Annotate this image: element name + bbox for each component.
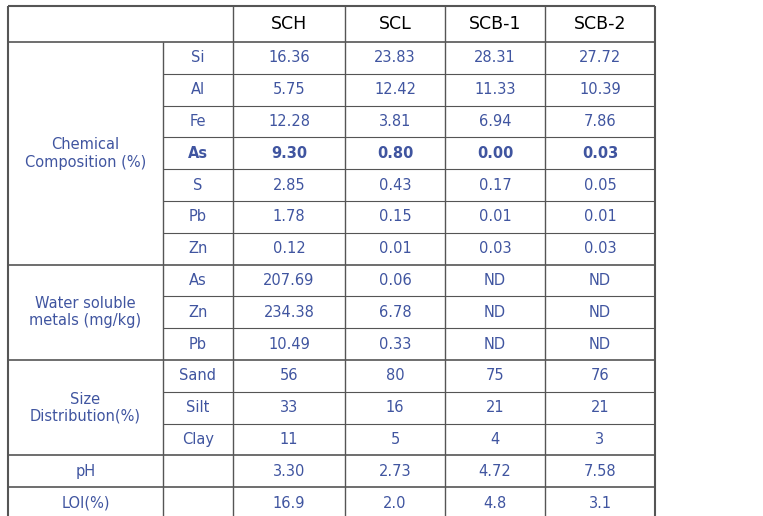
Text: 12.28: 12.28 [268, 114, 310, 129]
Text: 27.72: 27.72 [579, 51, 621, 66]
Text: 3: 3 [595, 432, 604, 447]
Text: Clay: Clay [182, 432, 214, 447]
Text: 75: 75 [486, 368, 504, 383]
Text: 0.43: 0.43 [378, 178, 411, 192]
Text: SCH: SCH [271, 15, 307, 33]
Text: 0.00: 0.00 [477, 146, 513, 161]
Text: Size
Distribution(%): Size Distribution(%) [30, 392, 141, 424]
Text: 10.39: 10.39 [579, 82, 621, 97]
Text: 1.78: 1.78 [272, 209, 305, 224]
Text: 2.73: 2.73 [378, 464, 411, 479]
Text: 0.03: 0.03 [582, 146, 618, 161]
Text: 76: 76 [591, 368, 610, 383]
Text: 0.06: 0.06 [378, 273, 411, 288]
Text: S: S [193, 178, 203, 192]
Text: 5: 5 [391, 432, 400, 447]
Text: 0.01: 0.01 [378, 241, 411, 256]
Text: 0.03: 0.03 [584, 241, 617, 256]
Text: 207.69: 207.69 [263, 273, 314, 288]
Text: pH: pH [76, 464, 95, 479]
Text: 23.83: 23.83 [374, 51, 416, 66]
Text: Pb: Pb [189, 336, 207, 351]
Text: 28.31: 28.31 [474, 51, 516, 66]
Text: 0.17: 0.17 [478, 178, 511, 192]
Text: 7.58: 7.58 [584, 464, 617, 479]
Text: SCB-2: SCB-2 [574, 15, 626, 33]
Text: 3.1: 3.1 [588, 495, 612, 511]
Text: 21: 21 [591, 400, 610, 415]
Text: 6.78: 6.78 [378, 305, 411, 320]
Text: 11: 11 [280, 432, 298, 447]
Text: 80: 80 [385, 368, 404, 383]
Text: 16.9: 16.9 [272, 495, 305, 511]
Text: Al: Al [191, 82, 205, 97]
Text: 5.75: 5.75 [272, 82, 305, 97]
Text: 2.0: 2.0 [383, 495, 407, 511]
Text: 0.01: 0.01 [584, 209, 617, 224]
Text: 0.80: 0.80 [377, 146, 414, 161]
Text: 33: 33 [280, 400, 298, 415]
Text: ND: ND [484, 336, 506, 351]
Text: 2.85: 2.85 [272, 178, 305, 192]
Text: 16: 16 [386, 400, 404, 415]
Text: 21: 21 [486, 400, 504, 415]
Text: 0.03: 0.03 [478, 241, 511, 256]
Text: 234.38: 234.38 [263, 305, 314, 320]
Text: 16.36: 16.36 [268, 51, 310, 66]
Text: ND: ND [484, 305, 506, 320]
Text: 0.01: 0.01 [478, 209, 511, 224]
Text: 9.30: 9.30 [271, 146, 307, 161]
Text: 12.42: 12.42 [374, 82, 416, 97]
Text: 6.94: 6.94 [478, 114, 511, 129]
Text: ND: ND [589, 305, 611, 320]
Text: LOI(%): LOI(%) [61, 495, 110, 511]
Text: Silt: Silt [186, 400, 210, 415]
Text: Fe: Fe [190, 114, 206, 129]
Text: Water soluble
metals (mg/kg): Water soluble metals (mg/kg) [30, 296, 142, 329]
Text: 0.15: 0.15 [378, 209, 411, 224]
Text: ND: ND [484, 273, 506, 288]
Text: Chemical
Composition (%): Chemical Composition (%) [25, 137, 146, 169]
Text: 4.8: 4.8 [484, 495, 507, 511]
Text: 7.86: 7.86 [584, 114, 617, 129]
Text: As: As [189, 273, 207, 288]
Text: Sand: Sand [179, 368, 217, 383]
Text: Zn: Zn [188, 305, 208, 320]
Text: ND: ND [589, 273, 611, 288]
Text: 4.72: 4.72 [478, 464, 511, 479]
Text: 0.05: 0.05 [584, 178, 617, 192]
Text: SCB-1: SCB-1 [468, 15, 521, 33]
Text: 0.33: 0.33 [378, 336, 411, 351]
Text: Pb: Pb [189, 209, 207, 224]
Text: 3.81: 3.81 [378, 114, 411, 129]
Text: 0.12: 0.12 [272, 241, 305, 256]
Text: As: As [188, 146, 208, 161]
Text: ND: ND [589, 336, 611, 351]
Text: Si: Si [192, 51, 204, 66]
Text: 10.49: 10.49 [268, 336, 310, 351]
Text: 4: 4 [491, 432, 500, 447]
Text: SCL: SCL [378, 15, 411, 33]
Text: 56: 56 [280, 368, 298, 383]
Text: Zn: Zn [188, 241, 208, 256]
Text: 11.33: 11.33 [475, 82, 516, 97]
Text: 3.30: 3.30 [273, 464, 305, 479]
